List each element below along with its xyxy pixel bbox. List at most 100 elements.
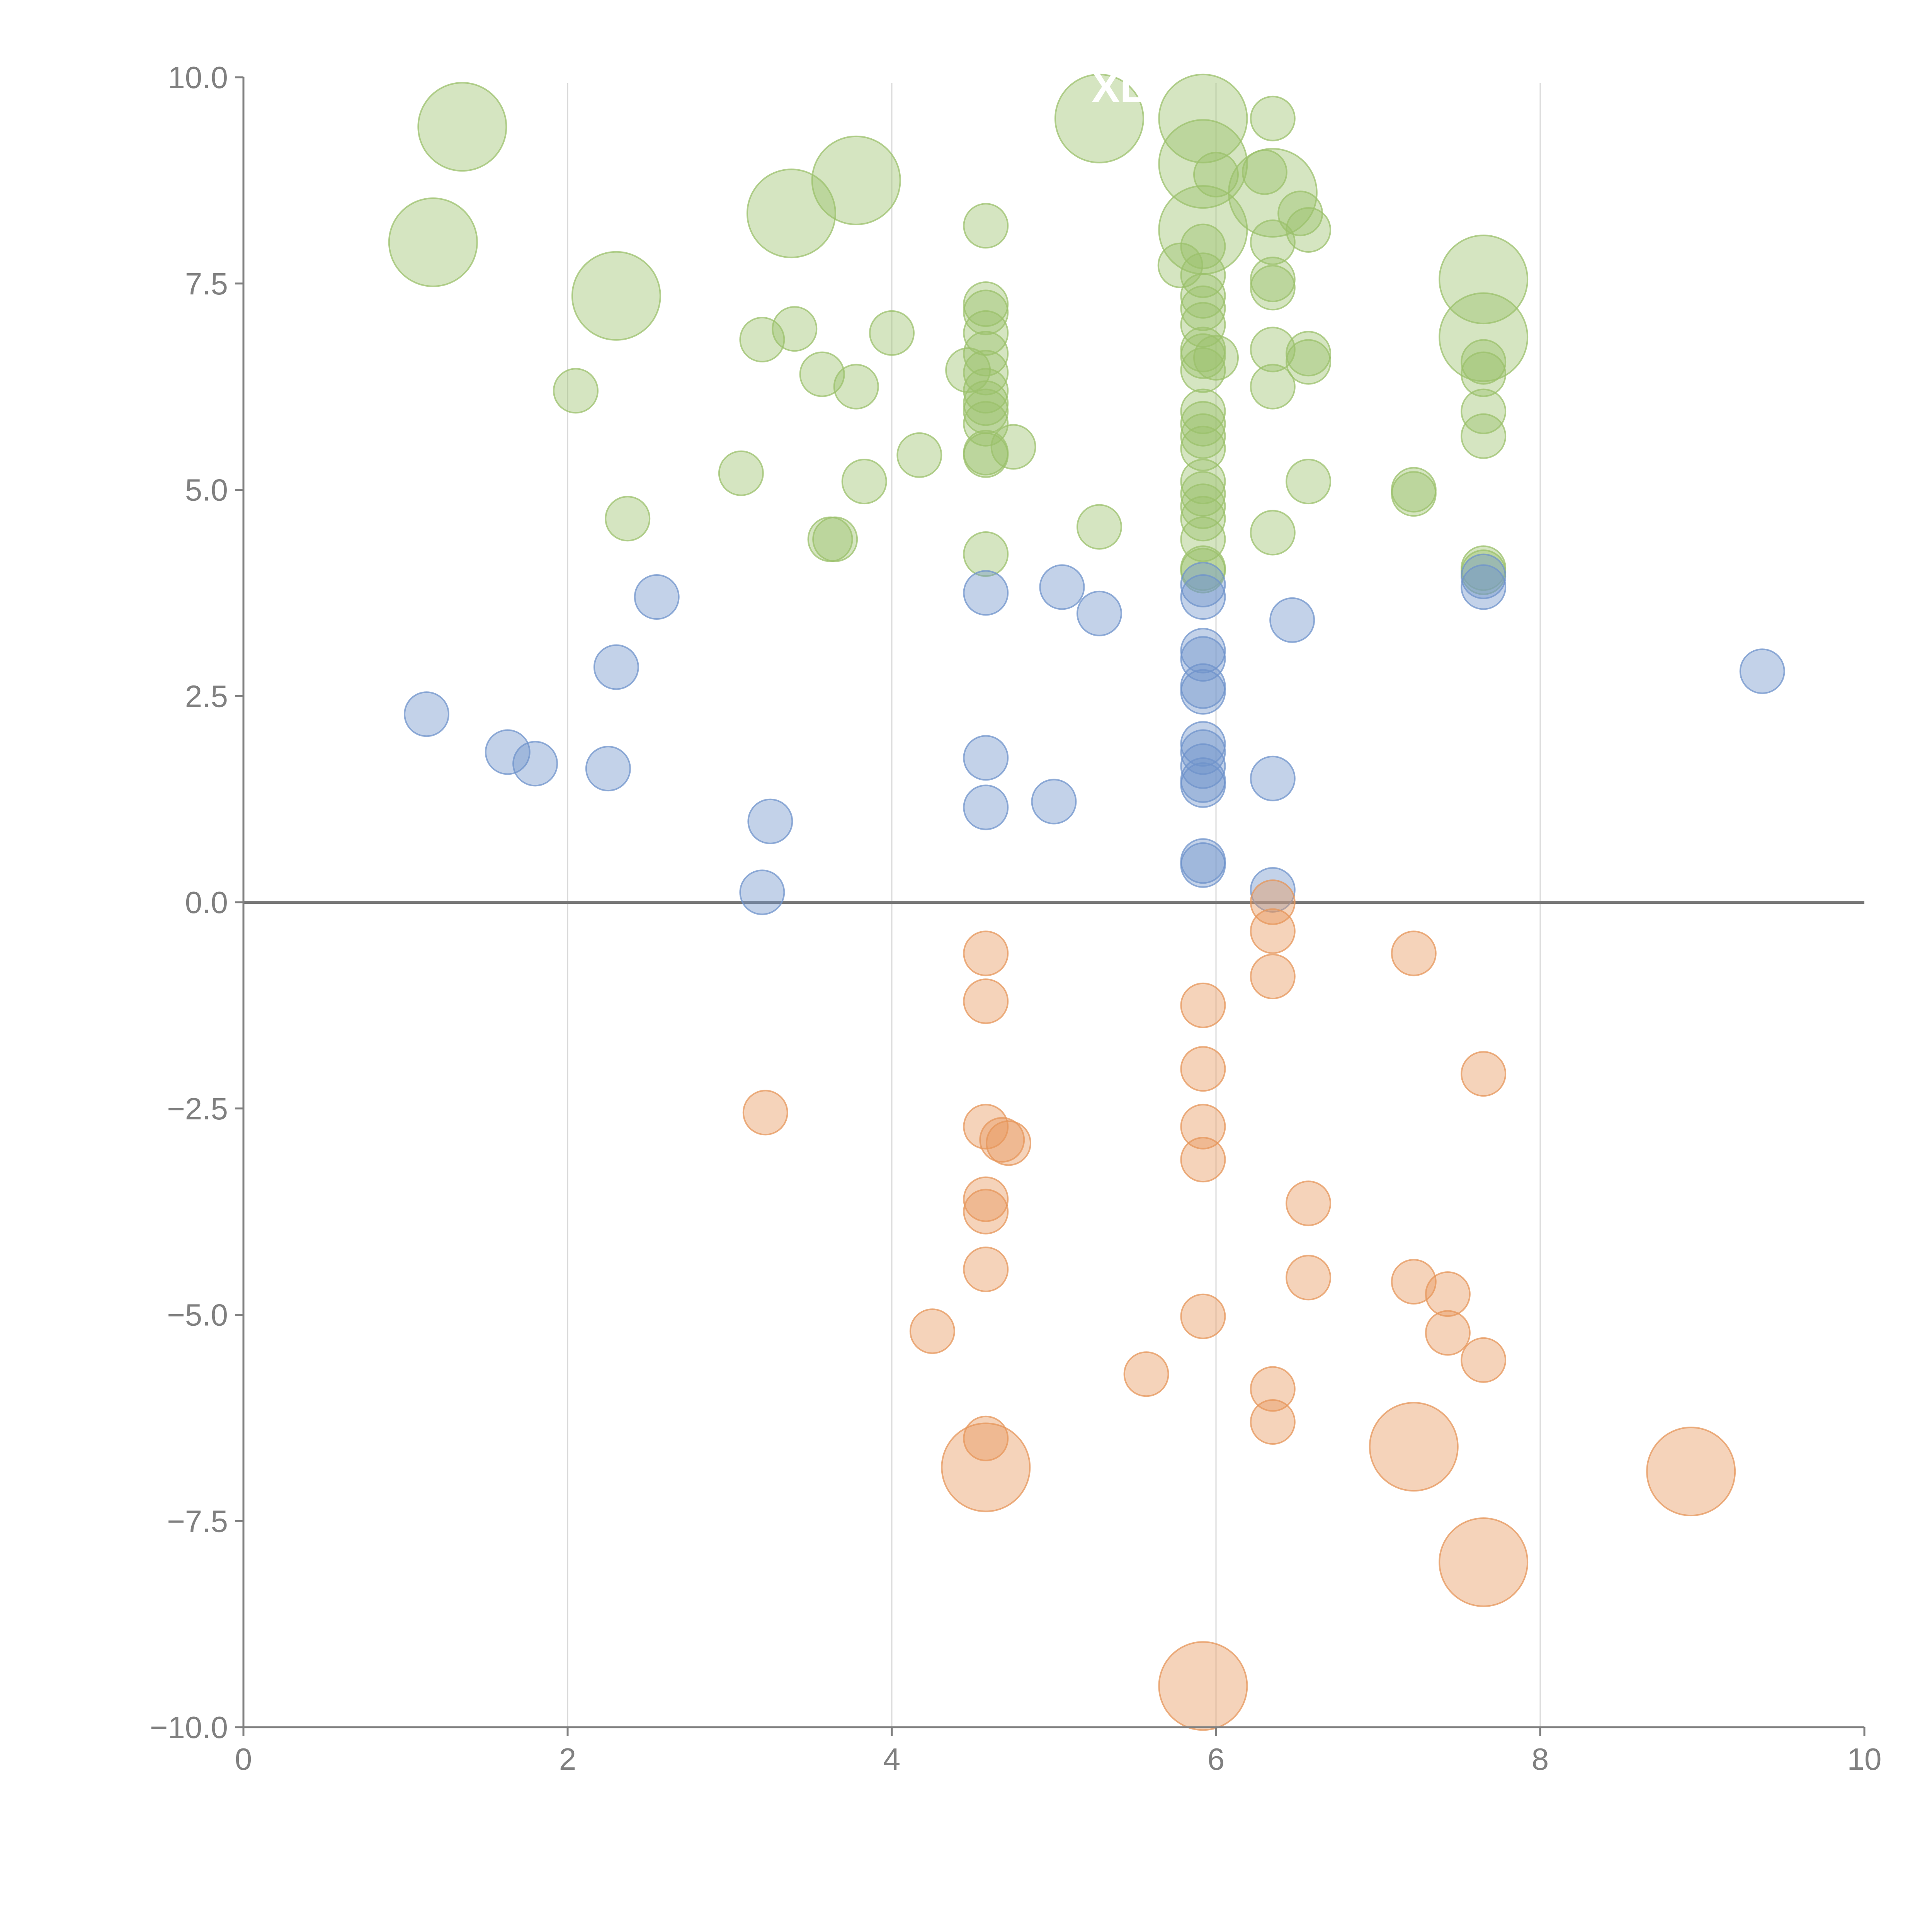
bubble-mid-27 xyxy=(1250,755,1296,801)
bubble-high-44 xyxy=(1180,285,1226,331)
x-tick-label: 6 xyxy=(1208,1742,1225,1776)
bubble-low-15 xyxy=(1180,1137,1226,1183)
bubble-high-31 xyxy=(963,368,1009,414)
bubble-low-10 xyxy=(986,1120,1032,1166)
bubble-high-68 xyxy=(1250,364,1296,410)
bubble-low-19 xyxy=(1250,954,1296,1000)
x-tick-label: 4 xyxy=(883,1742,901,1776)
bubble-high-0 xyxy=(417,82,507,172)
bubble-mid-5 xyxy=(634,574,680,620)
bubble-high-61 xyxy=(1193,335,1239,381)
bubble-high-57 xyxy=(1180,516,1226,562)
bubble-low-26 xyxy=(1425,1271,1471,1317)
bubble-mid-14 xyxy=(1180,562,1226,608)
bubble-low-1 xyxy=(909,1308,955,1354)
y-tick-label: −7.5 xyxy=(167,1504,228,1538)
bubble-high-29 xyxy=(963,331,1009,377)
bubble-mid-11 xyxy=(1031,779,1077,825)
bubble-high-76 xyxy=(1391,471,1437,517)
bubble-low-23 xyxy=(1286,1255,1332,1301)
bubble-high-59 xyxy=(1180,548,1226,594)
bubble-high-55 xyxy=(1180,483,1226,529)
bubble-high-50 xyxy=(1180,401,1226,447)
bubble-mid-2 xyxy=(512,741,558,787)
bubble-high-22 xyxy=(869,310,915,356)
bubble-high-63 xyxy=(1250,95,1296,141)
bubble-high-66 xyxy=(1250,265,1296,311)
bubble-low-30 xyxy=(941,1422,1031,1512)
bubble-low-17 xyxy=(1250,879,1296,925)
bubble-high-27 xyxy=(963,289,1009,335)
bubble-high-79 xyxy=(1461,388,1507,434)
bubble-high-47 xyxy=(1180,333,1226,379)
bubble-mid-0 xyxy=(404,691,450,737)
bubble-high-77 xyxy=(1461,339,1507,385)
series-mid xyxy=(404,553,1785,915)
bubble-mid-12 xyxy=(1039,564,1085,610)
bubble-high-17 xyxy=(799,351,845,397)
bubble-mid-22 xyxy=(1180,743,1226,789)
bubble-high-19 xyxy=(812,516,858,562)
bubble-high-64 xyxy=(1250,219,1296,265)
bubble-high-36 xyxy=(963,432,1009,478)
bubble-high-60 xyxy=(1193,151,1239,197)
bubble-high-21 xyxy=(841,459,887,505)
bubble-high-4 xyxy=(811,135,901,225)
y-tick-label: 7.5 xyxy=(185,267,228,301)
bubble-high-53 xyxy=(1180,459,1226,505)
bubble-high-7 xyxy=(1158,119,1248,209)
bubble-low-33 xyxy=(1439,1517,1529,1607)
bubble-mid-26 xyxy=(1180,842,1226,888)
bubble-low-18 xyxy=(1250,908,1296,954)
bubble-high-52 xyxy=(1180,425,1226,471)
y-tick-label: −10.0 xyxy=(150,1710,228,1745)
bubble-high-48 xyxy=(1180,347,1226,393)
bubble-high-14 xyxy=(718,450,764,496)
bubble-low-31 xyxy=(1158,1641,1248,1731)
bubble-mid-1 xyxy=(485,729,531,775)
bubble-high-69 xyxy=(1250,510,1296,556)
bubble-low-20 xyxy=(1250,1366,1296,1412)
bubble-high-78 xyxy=(1461,351,1507,397)
bubble-low-0 xyxy=(742,1090,788,1136)
x-tick-label: 0 xyxy=(235,1742,252,1776)
bubble-high-49 xyxy=(1180,388,1226,434)
bubble-mid-17 xyxy=(1180,636,1226,682)
bubble-low-14 xyxy=(1180,1104,1226,1150)
bubble-mid-24 xyxy=(1180,762,1226,808)
annotation-label: XL xyxy=(1092,64,1146,111)
bubble-mid-6 xyxy=(739,869,785,915)
bubble-high-41 xyxy=(1180,223,1226,269)
bubble-high-10 xyxy=(1439,235,1529,325)
bubble-high-71 xyxy=(1286,207,1332,253)
y-axis-ticks: 10.0 7.5 5.0 2.5 0.0 −2.5 −5.0 −7.5 −10.0 xyxy=(150,60,243,1745)
y-tick-label: 2.5 xyxy=(185,679,228,713)
bubble-high-73 xyxy=(1286,339,1332,385)
bubble-low-3 xyxy=(963,978,1009,1024)
bubble-mid-7 xyxy=(747,798,793,844)
bubble-mid-10 xyxy=(963,784,1009,830)
bubble-low-13 xyxy=(1180,1046,1226,1092)
bubble-high-80 xyxy=(1461,413,1507,459)
bubble-low-6 xyxy=(963,1189,1009,1235)
bubble-low-27 xyxy=(1425,1310,1471,1356)
bubble-low-25 xyxy=(1391,1259,1437,1305)
bubble-low-24 xyxy=(1391,930,1437,976)
bubble-mid-15 xyxy=(1180,574,1226,620)
bubble-mid-4 xyxy=(593,644,639,690)
y-tick-label: −2.5 xyxy=(167,1092,228,1126)
bubble-high-13 xyxy=(605,496,651,542)
series-high xyxy=(388,73,1529,595)
bubble-high-46 xyxy=(1180,327,1226,372)
bubble-high-1 xyxy=(388,197,478,287)
bubble-mid-3 xyxy=(585,746,631,792)
bubble-low-4 xyxy=(963,1104,1009,1150)
bubble-high-34 xyxy=(963,401,1009,447)
bubble-low-29 xyxy=(1461,1337,1507,1383)
bubble-low-21 xyxy=(1250,1399,1296,1445)
bubble-high-38 xyxy=(990,424,1036,470)
bubble-low-11 xyxy=(1123,1351,1169,1397)
bubble-mid-32 xyxy=(1739,648,1785,694)
bubble-mid-31 xyxy=(1461,564,1507,610)
